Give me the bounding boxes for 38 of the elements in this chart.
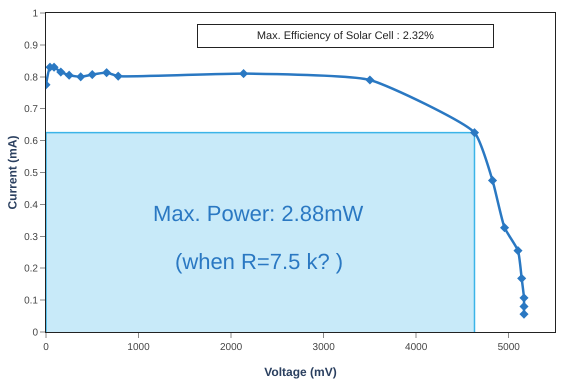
point — [56, 67, 66, 77]
point — [500, 223, 510, 232]
y-tick-label: 0.3 — [24, 232, 38, 243]
x-tick-label: 1000 — [127, 342, 150, 353]
point — [76, 72, 86, 82]
point — [470, 128, 480, 138]
point — [365, 75, 374, 85]
annotation: (when R=7.5 k? ) — [175, 249, 344, 274]
y-tick-label: 0.2 — [24, 264, 38, 275]
x-tick-label: 5000 — [498, 342, 520, 353]
annotation: Max. Efficiency of Solar Cell : 2.32% — [256, 30, 434, 42]
point — [517, 274, 526, 283]
y-tick-label: 1 — [32, 8, 38, 20]
point — [114, 72, 123, 81]
y-axis-title: Current (mA) — [5, 136, 20, 210]
point — [519, 293, 529, 302]
x-tick-label: 4000 — [405, 342, 428, 353]
y-tick-label: 0.8 — [24, 72, 38, 84]
annotation: Max. Power: 2.88mW — [153, 201, 364, 226]
point — [513, 246, 523, 256]
point — [488, 176, 498, 186]
x-tick-label: 0 — [43, 342, 50, 353]
y-tick-label: 0 — [32, 328, 38, 338]
point — [519, 310, 529, 319]
x-tick-label: 2000 — [220, 342, 243, 353]
y-tick-label: 0.5 — [24, 168, 38, 179]
point — [519, 302, 529, 312]
point — [239, 69, 248, 78]
y-tick-label: 0.4 — [24, 200, 38, 211]
point — [102, 68, 112, 78]
y-tick-label: 0.1 — [24, 296, 38, 307]
y-tick-label: 0.6 — [24, 136, 38, 148]
point — [88, 70, 97, 80]
point — [64, 70, 74, 80]
y-tick-label: 0.9 — [24, 40, 38, 52]
y-tick-label: 0.7 — [24, 104, 38, 116]
x-axis-title: Voltage (mV) — [264, 364, 337, 379]
x-tick-label: 3000 — [312, 342, 336, 353]
